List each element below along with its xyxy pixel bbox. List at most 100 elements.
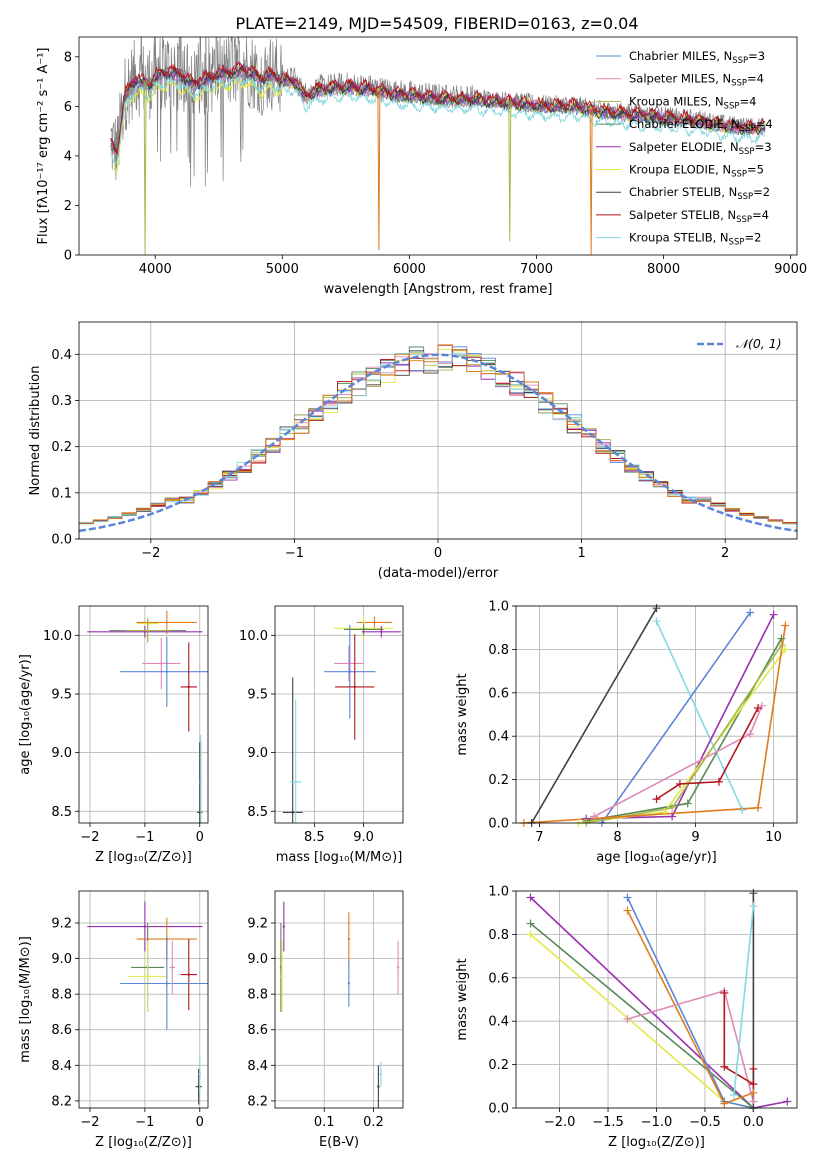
x-axis-label: Z [log₁₀(Z/Z⊙)]	[95, 850, 192, 865]
residuals-legend: 𝒩(0, 1)	[697, 336, 782, 351]
x-axis-label: Z [log₁₀(Z/Z⊙)]	[608, 1135, 705, 1150]
legend-label-sub: SSP	[724, 101, 740, 111]
y-tick-label: 9.2	[247, 917, 268, 932]
series-line-chabrier_elodie	[530, 922, 754, 1108]
x-tick-label: −2	[141, 546, 160, 561]
series-line-salpeter_elodie	[586, 614, 775, 820]
axes-frame	[78, 321, 798, 540]
y-tick-label: 8.2	[51, 1094, 72, 1109]
x-tick-label: 0.2	[363, 1115, 384, 1130]
legend-label: Kroupa STELIB, NSSP=2	[629, 231, 761, 248]
legend-label-sub: SSP	[729, 238, 745, 248]
legend-label: Chabrier STELIB, NSSP=2	[629, 185, 770, 202]
series-marker	[749, 889, 758, 898]
y-tick-label: 8.6	[51, 1023, 72, 1038]
y-tick-label: 0.4	[488, 730, 509, 745]
x-tick-label: 2	[721, 546, 729, 561]
x-tick-label: 9.0	[353, 830, 374, 845]
x-axis-label: age [log₁₀(age/yr)]	[596, 850, 717, 865]
series-marker	[769, 610, 778, 619]
y-tick-label: 9.0	[247, 952, 268, 967]
y-tick-label: 8.6	[247, 1023, 268, 1038]
legend-label: 𝒩(0, 1)	[736, 336, 782, 351]
x-tick-label: −1	[135, 830, 154, 845]
series-marker	[683, 799, 692, 808]
legend-label-main: Kroupa MILES, N	[629, 94, 724, 108]
series-marker	[720, 1099, 729, 1108]
data-point	[187, 973, 190, 976]
series-marker	[668, 803, 677, 812]
y-tick-label: 8.8	[51, 988, 72, 1003]
y-tick-label: 8.5	[247, 805, 268, 820]
series-line-chabrier_stelib	[530, 607, 658, 823]
x-axis-label: wavelength [Angstrom, rest frame]	[324, 282, 553, 297]
y-tick-label: 0.4	[488, 1015, 509, 1030]
data-point	[379, 1073, 383, 1076]
series-marker	[623, 1015, 632, 1024]
series-marker	[623, 906, 632, 915]
axes-frame	[515, 605, 798, 824]
data-point	[291, 811, 294, 814]
x-tick-label: 7000	[520, 262, 553, 277]
axes-frame	[78, 36, 798, 256]
series-marker	[730, 1090, 739, 1099]
y-axis-label: mass weight	[455, 958, 470, 1040]
axes-frame	[515, 890, 798, 1109]
plot-area	[529, 893, 788, 1108]
series-marker	[526, 930, 535, 939]
series-marker	[720, 1062, 729, 1071]
x-tick-label: −1	[135, 1115, 154, 1130]
data-point	[347, 937, 351, 941]
data-point	[347, 982, 351, 985]
x-axis-label: Z [log₁₀(Z/Z⊙)]	[95, 1135, 192, 1150]
x-tick-label: 8.5	[304, 830, 325, 845]
y-tick-label: 0.3	[51, 394, 72, 409]
x-axis-label: (data-model)/error	[378, 566, 499, 581]
legend-label-suffix: =4	[752, 208, 769, 222]
x-tick-label: 0.0	[743, 1115, 764, 1130]
y-tick-label: 0.2	[488, 1058, 509, 1073]
series-line-chabrier_miles	[626, 897, 754, 1108]
series-marker	[526, 919, 535, 928]
legend-label-sub: SSP	[737, 192, 753, 202]
model-line-kroupa_stelib	[110, 74, 766, 165]
y-tick-label: 8.2	[247, 1094, 268, 1109]
data-point	[353, 685, 356, 689]
series-marker	[781, 645, 790, 654]
legend-label-sub: SSP	[736, 215, 752, 225]
series-marker	[652, 795, 661, 804]
legend-label-sub: SSP	[731, 170, 747, 180]
data-point	[187, 685, 190, 689]
legend-label: Salpeter MILES, NSSP=4	[629, 72, 764, 89]
legend-label-main: Chabrier MILES, N	[629, 49, 732, 63]
y-tick-label: 0.4	[51, 348, 72, 363]
spectrum-dip	[143, 80, 147, 255]
legend-label-sub: SSP	[732, 56, 748, 66]
x-tick-label: 10	[765, 830, 782, 845]
panel-mass_vs_Z: −2 −1 0 8.2 8.4 8.6 8.8 9.0 9.2 Z [log₁₀(Z/Z⊙)] ma…	[18, 890, 209, 1150]
panel-spectrum: 4000 5000 6000 7000 8000 9000 0 2 4 6 8 wavelength …	[36, 36, 807, 297]
data-point	[165, 982, 169, 985]
plot-area	[110, 37, 766, 255]
y-tick-label: 0.6	[488, 686, 509, 701]
series-marker	[781, 621, 790, 630]
y-axis-label: mass weight	[455, 673, 470, 755]
y-tick-label: 0.8	[488, 928, 509, 943]
plot-area	[282, 616, 402, 823]
x-tick-label: 7	[535, 830, 543, 845]
y-tick-label: 6	[64, 100, 72, 115]
x-tick-label: 0	[434, 546, 442, 561]
y-tick-label: 8	[64, 50, 72, 65]
y-tick-label: 9.2	[51, 917, 72, 932]
series-marker	[668, 812, 677, 821]
series-marker	[749, 902, 758, 911]
x-tick-label: 8000	[647, 262, 680, 277]
x-tick-label: 9000	[774, 262, 807, 277]
series-marker	[783, 1097, 792, 1106]
data-point	[380, 630, 383, 634]
x-axis-label: E(B-V)	[319, 1135, 359, 1150]
panel-residuals: −2 −1 0 1 2 0.0 0.1 0.2 0.3 0.4 (data-model)/error…	[28, 321, 798, 581]
series-marker	[590, 812, 599, 821]
series-line-kroupa_stelib	[733, 906, 755, 1096]
y-axis-label: mass [log₁₀(M/M⊙)]	[18, 936, 33, 1063]
